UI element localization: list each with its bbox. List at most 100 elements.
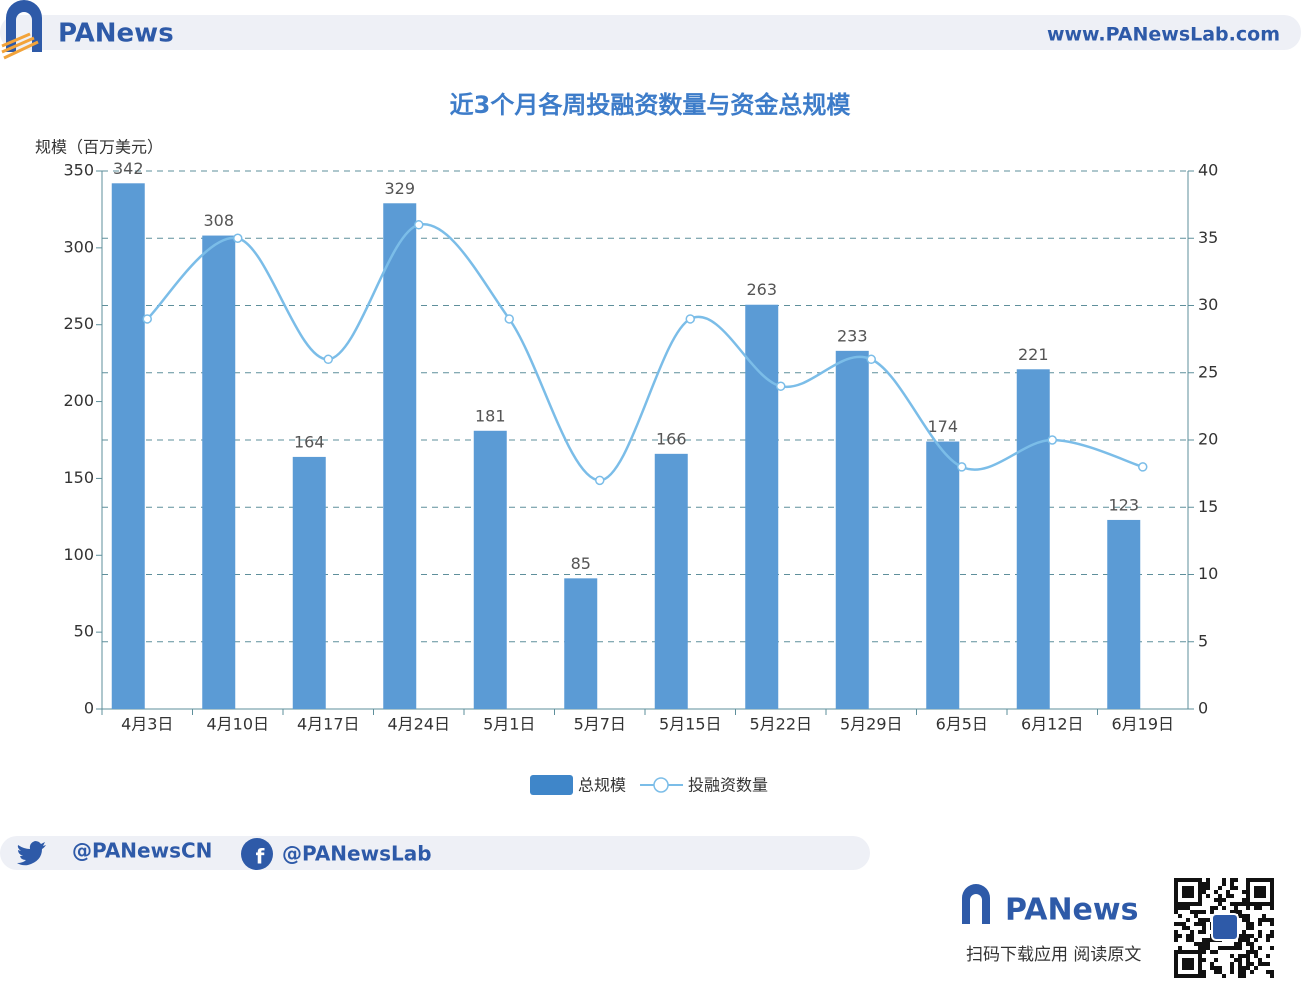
qr-module [1266, 954, 1270, 958]
x-tick-label: 6月19日 [1111, 715, 1174, 734]
qr-module [1270, 886, 1274, 890]
footer-logo-icon [962, 884, 990, 924]
qr-module [1250, 970, 1254, 974]
qr-module [1174, 970, 1178, 974]
qr-module [1242, 930, 1246, 934]
qr-module [1246, 898, 1250, 902]
qr-module [1202, 946, 1206, 950]
qr-module [1182, 950, 1186, 954]
line-point [142, 314, 152, 324]
qr-module [1202, 970, 1206, 974]
qr-module [1198, 958, 1202, 962]
facebook-icon[interactable] [241, 838, 273, 870]
qr-module [1238, 910, 1242, 914]
qr-module [1190, 934, 1194, 938]
qr-module [1246, 902, 1250, 906]
qr-module [1242, 918, 1246, 922]
qr-module [1198, 886, 1202, 890]
x-tick-label: 5月1日 [483, 715, 535, 734]
bar [202, 235, 236, 709]
qr-module [1238, 970, 1242, 974]
qr-module [1242, 954, 1246, 958]
qr-module [1194, 902, 1198, 906]
qr-module [1186, 902, 1190, 906]
qr-module [1194, 942, 1198, 946]
qr-module [1222, 878, 1226, 882]
qr-module [1238, 934, 1242, 938]
qr-module [1262, 918, 1266, 922]
qr-module [1190, 974, 1194, 978]
qr-module [1250, 950, 1254, 954]
twitter-handle[interactable]: @PANewsCN [72, 839, 212, 863]
qr-module [1182, 966, 1186, 970]
bar [654, 453, 688, 709]
line-point [957, 462, 967, 472]
qr-module [1246, 938, 1250, 942]
facebook-handle[interactable]: @PANewsLab [282, 842, 432, 866]
header-url[interactable]: www.PANewsLab.com [1047, 24, 1280, 46]
qr-module [1186, 890, 1190, 894]
qr-module [1194, 910, 1198, 914]
qr-module [1238, 974, 1242, 978]
qr-module [1258, 934, 1262, 938]
qr-module [1250, 902, 1254, 906]
x-tick-label: 4月24日 [387, 715, 450, 734]
y2-tick-label: 5 [1198, 631, 1208, 650]
qr-module [1246, 958, 1250, 962]
line-point [776, 381, 786, 391]
legend-swatch-point [653, 777, 669, 793]
qr-module [1214, 890, 1218, 894]
y-axis-label: 规模（百万美元） [35, 138, 163, 157]
twitter-icon[interactable] [17, 841, 46, 866]
legend-label[interactable]: 总规模 [578, 776, 626, 795]
qr-module [1186, 974, 1190, 978]
qr-module [1250, 946, 1254, 950]
qr-module [1258, 890, 1262, 894]
qr-module [1198, 950, 1202, 954]
y-tick-label: 350 [63, 161, 94, 180]
qr-module [1190, 886, 1194, 890]
qr-module [1182, 902, 1186, 906]
qr-module [1190, 878, 1194, 882]
qr-module [1258, 930, 1262, 934]
y-tick-label: 200 [63, 391, 94, 410]
legend-swatch [530, 775, 573, 795]
qr-module [1230, 962, 1234, 966]
qr-module [1270, 898, 1274, 902]
bar [1016, 369, 1050, 709]
qr-module [1198, 930, 1202, 934]
qr-module [1222, 946, 1226, 950]
chart-title: 近3个月各周投融资数量与资金总规模 [450, 91, 852, 119]
qr-module [1214, 906, 1218, 910]
qr-module [1190, 930, 1194, 934]
y-tick-label: 0 [84, 699, 94, 718]
qr-code[interactable] [1174, 878, 1274, 978]
qr-module [1178, 878, 1182, 882]
qr-module [1242, 970, 1246, 974]
qr-module [1202, 958, 1206, 962]
qr-module [1222, 898, 1226, 902]
qr-module [1214, 950, 1218, 954]
qr-module [1202, 974, 1206, 978]
qr-module [1198, 902, 1202, 906]
qr-module [1214, 966, 1218, 970]
qr-module [1242, 974, 1246, 978]
bar [292, 456, 326, 709]
qr-module [1246, 882, 1250, 886]
qr-module [1186, 906, 1190, 910]
qr-module [1266, 970, 1270, 974]
facebook-glyph: f [256, 845, 265, 869]
qr-module [1178, 922, 1182, 926]
qr-module [1238, 946, 1242, 950]
qr-module [1190, 910, 1194, 914]
qr-module [1270, 922, 1274, 926]
qr-module [1250, 942, 1254, 946]
x-tick-label: 5月22日 [749, 715, 812, 734]
qr-module [1246, 918, 1250, 922]
y2-tick-label: 30 [1198, 295, 1218, 314]
qr-module [1210, 938, 1214, 942]
qr-module [1186, 938, 1190, 942]
legend-label[interactable]: 投融资数量 [688, 776, 768, 795]
line-point [1138, 462, 1148, 472]
qr-module [1238, 938, 1242, 942]
